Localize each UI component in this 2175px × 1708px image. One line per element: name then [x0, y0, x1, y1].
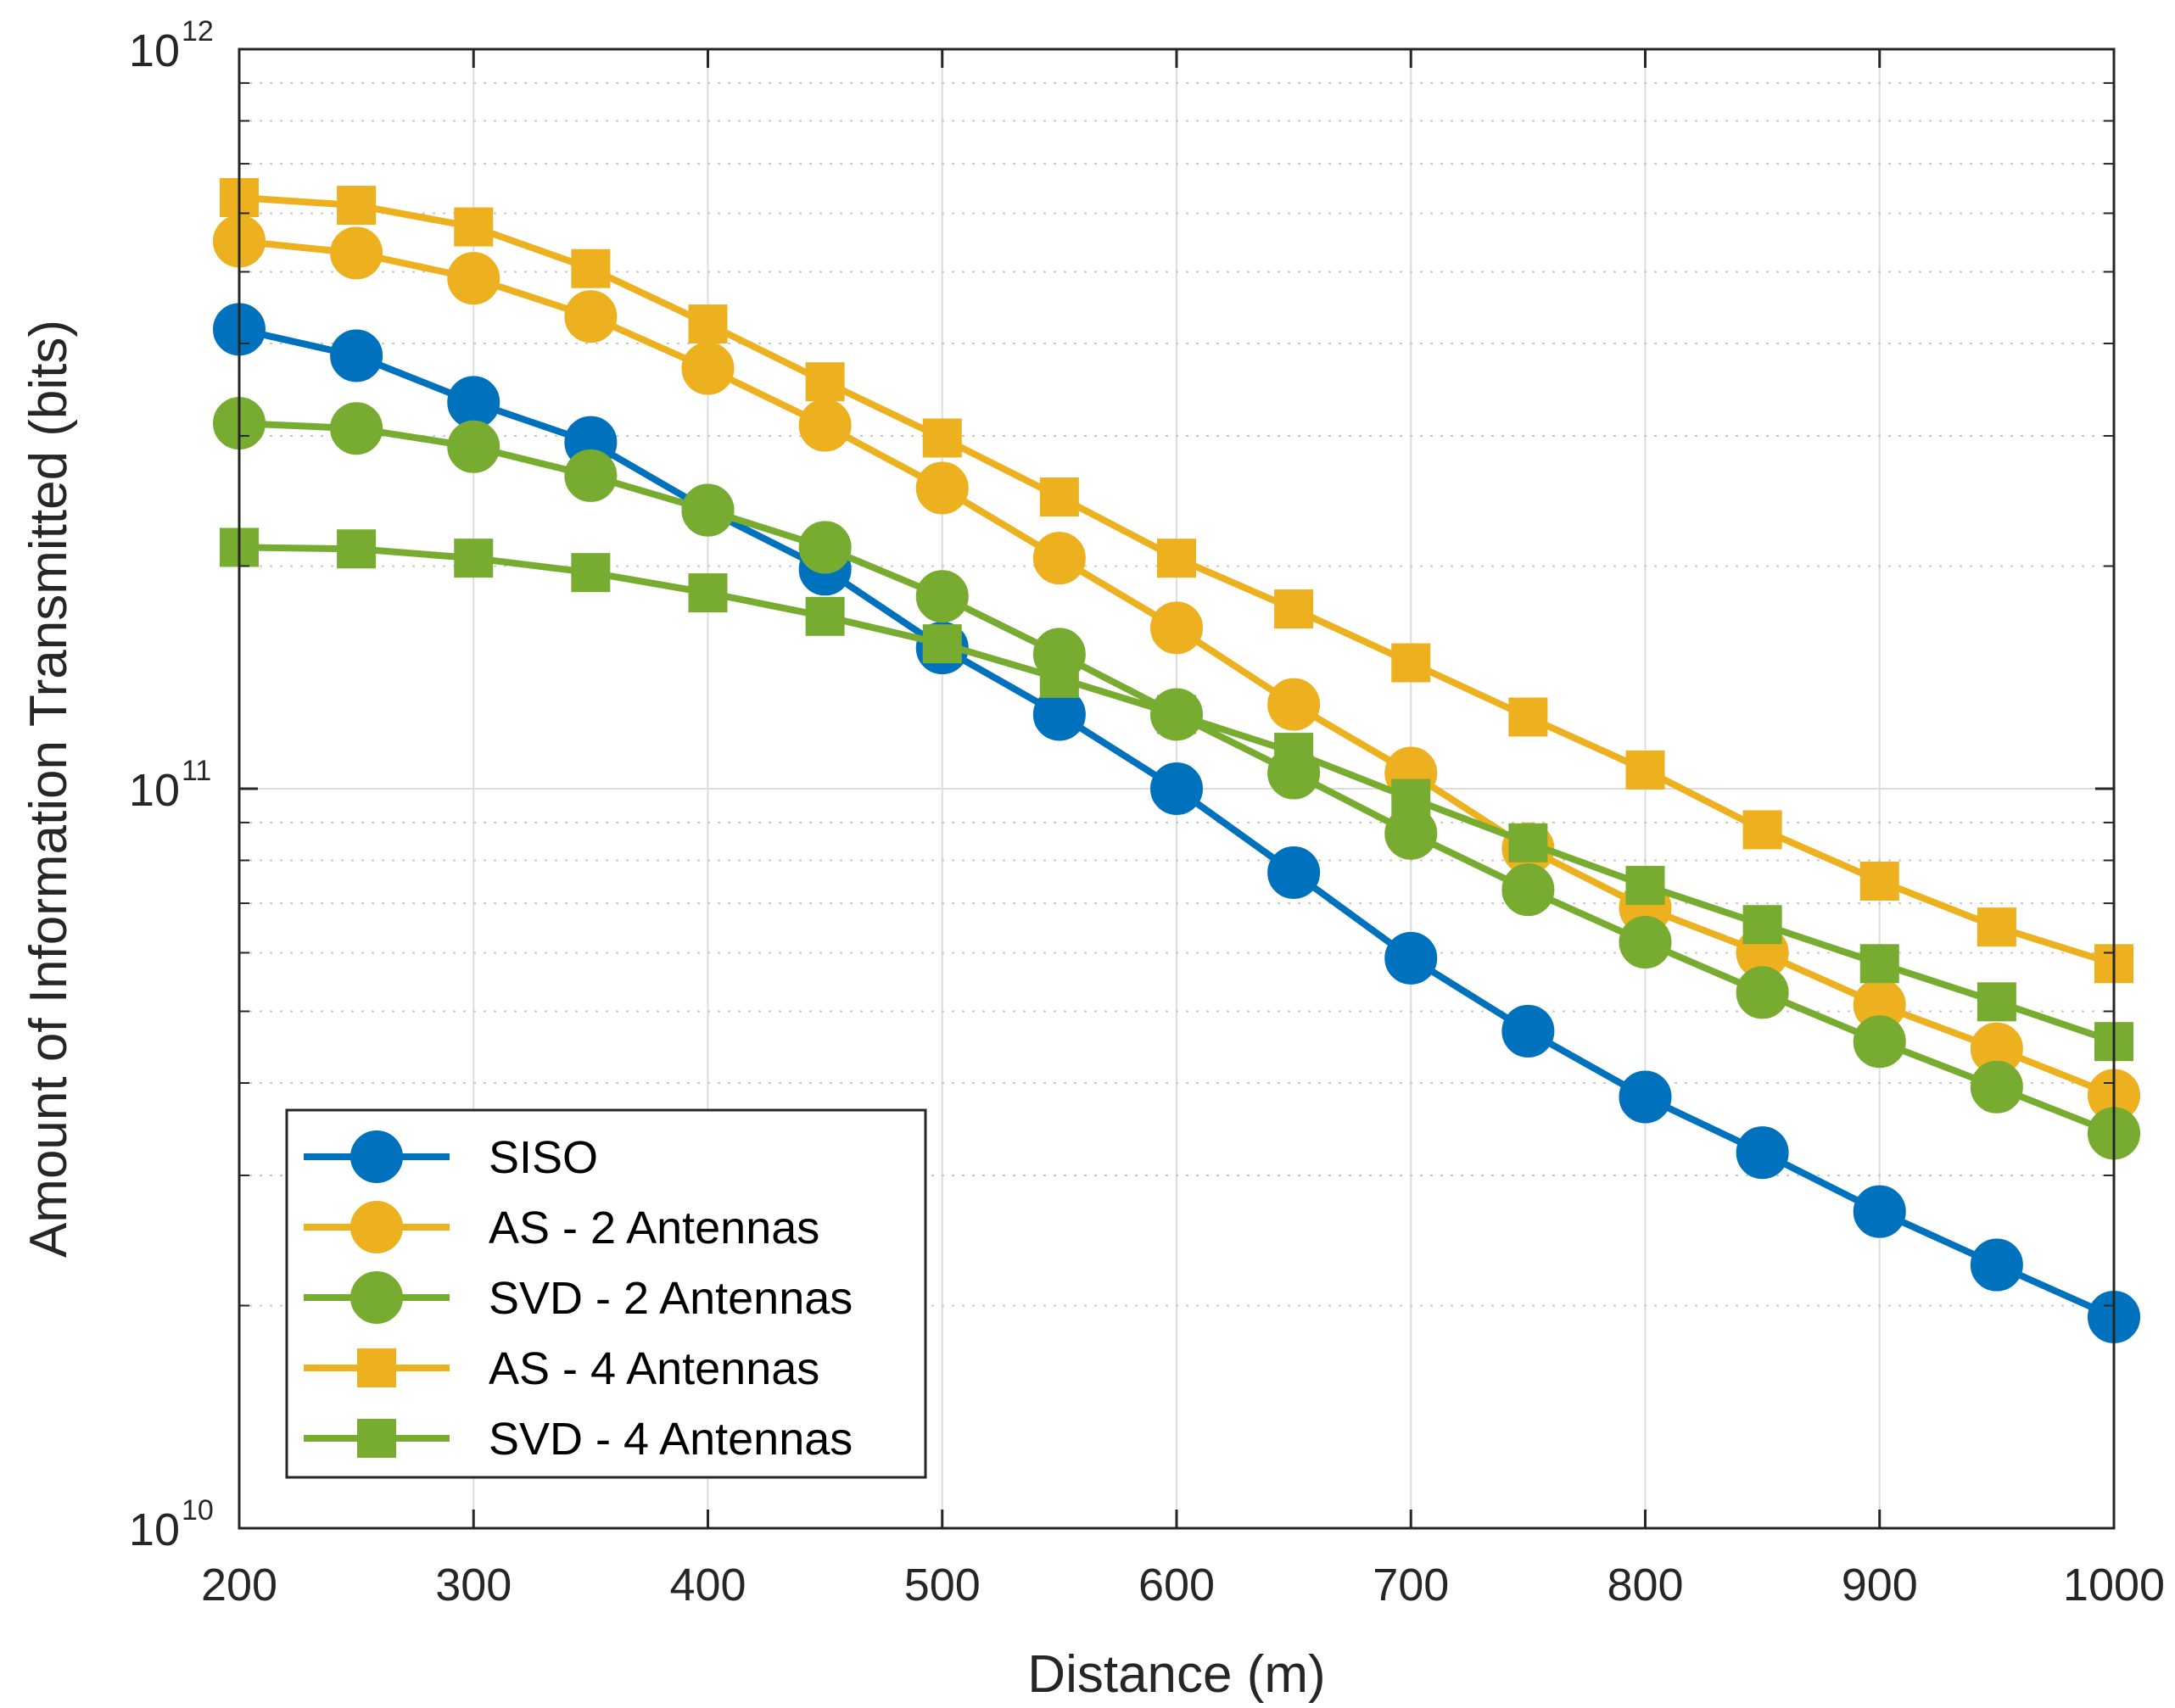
- data-point: [330, 402, 383, 455]
- data-point: [571, 248, 611, 288]
- data-point: [1150, 601, 1203, 655]
- data-point: [1274, 733, 1314, 773]
- data-point: [1625, 866, 1665, 906]
- data-point: [1039, 477, 1079, 517]
- x-tick-label: 800: [1607, 1560, 1683, 1610]
- data-point: [1267, 846, 1321, 899]
- legend-marker: [357, 1419, 396, 1458]
- data-point: [688, 573, 728, 613]
- legend-label: AS - 4 Antennas: [489, 1343, 819, 1394]
- tick-layer: [238, 47, 2116, 1530]
- legend-item: AS - 2 Antennas: [304, 1201, 819, 1253]
- x-tick-label: 1000: [2063, 1560, 2165, 1610]
- data-point: [922, 418, 962, 458]
- data-point: [798, 399, 852, 452]
- data-point: [1619, 916, 1672, 969]
- data-point: [447, 252, 500, 305]
- x-axis-title: Distance (m): [1027, 1645, 1325, 1704]
- y-tick-label-base: 10: [129, 1504, 180, 1555]
- legend-marker: [350, 1271, 403, 1324]
- data-point: [805, 596, 845, 636]
- legend-item: SVD - 2 Antennas: [304, 1271, 853, 1324]
- legend-label: SISO: [489, 1132, 598, 1183]
- data-point: [1736, 1126, 1789, 1180]
- data-point: [1267, 678, 1321, 731]
- data-point: [330, 329, 383, 382]
- data-point: [1977, 982, 2016, 1022]
- data-point: [798, 521, 852, 574]
- data-point: [1742, 905, 1782, 945]
- data-point: [1859, 861, 1899, 901]
- data-point: [1274, 589, 1314, 629]
- data-point: [681, 342, 735, 395]
- data-point: [1039, 658, 1079, 698]
- data-point: [915, 570, 969, 623]
- x-tick-label: 200: [201, 1560, 277, 1610]
- x-tick-label: 300: [435, 1560, 512, 1610]
- data-point: [1150, 762, 1203, 815]
- data-point: [454, 207, 494, 247]
- grid-layer: [239, 49, 2114, 1528]
- legend-label: AS - 2 Antennas: [489, 1203, 819, 1253]
- y-tick-label-exponent: 12: [182, 15, 214, 47]
- data-point: [564, 290, 618, 343]
- legend-label: SVD - 2 Antennas: [489, 1273, 853, 1324]
- data-point: [915, 461, 969, 515]
- data-point: [805, 362, 845, 402]
- legend-marker: [357, 1348, 396, 1387]
- x-tick-label: 900: [1842, 1560, 1918, 1610]
- data-point: [1391, 643, 1431, 683]
- x-tick-label: 500: [904, 1560, 981, 1610]
- x-tick-label: 700: [1373, 1560, 1449, 1610]
- data-point: [1508, 697, 1548, 737]
- data-point: [688, 304, 728, 344]
- data-point: [1625, 750, 1665, 790]
- y-tick-label-exponent: 10: [182, 1494, 214, 1527]
- data-point: [447, 376, 500, 429]
- data-point: [1619, 1070, 1672, 1124]
- data-point: [447, 420, 500, 473]
- legend-marker: [350, 1130, 403, 1183]
- data-point: [1977, 907, 2016, 947]
- data-point: [1970, 1238, 2023, 1292]
- data-point: [1384, 931, 1438, 985]
- data-point: [1157, 539, 1196, 578]
- data-point: [1032, 532, 1086, 585]
- legend-label: SVD - 4 Antennas: [489, 1414, 853, 1465]
- y-tick-label-base: 10: [129, 765, 180, 816]
- data-point: [922, 624, 962, 664]
- data-point: [1157, 695, 1196, 734]
- data-point: [1736, 966, 1789, 1019]
- data-point: [1853, 1185, 1906, 1238]
- data-point: [337, 529, 377, 569]
- data-point: [571, 553, 611, 593]
- legend-item: SISO: [304, 1130, 598, 1183]
- legend-marker: [350, 1201, 403, 1253]
- data-point: [681, 483, 735, 537]
- data-point: [330, 226, 383, 280]
- data-point: [1853, 1015, 1906, 1069]
- data-point: [1501, 863, 1555, 917]
- data-point: [1508, 823, 1548, 862]
- data-point: [454, 539, 494, 578]
- data-point: [564, 449, 618, 502]
- data-point: [1391, 779, 1431, 818]
- legend: SISO AS - 2 Antennas SVD - 2 Antennas AS - …: [285, 1108, 927, 1479]
- data-point: [337, 186, 377, 226]
- legend-item: SVD - 4 Antennas: [304, 1414, 853, 1465]
- data-point: [1501, 1004, 1555, 1058]
- x-tick-label: 400: [669, 1560, 746, 1610]
- y-tick-label-base: 10: [129, 25, 180, 76]
- legend-item: AS - 4 Antennas: [304, 1343, 819, 1394]
- y-tick-label-exponent: 11: [182, 755, 211, 787]
- data-point: [1970, 1060, 2023, 1114]
- y-axis-title: Amount of Information Transmitted (bits): [20, 320, 78, 1258]
- x-tick-label: 600: [1138, 1560, 1215, 1610]
- data-point: [1859, 944, 1899, 984]
- data-point: [1742, 810, 1782, 850]
